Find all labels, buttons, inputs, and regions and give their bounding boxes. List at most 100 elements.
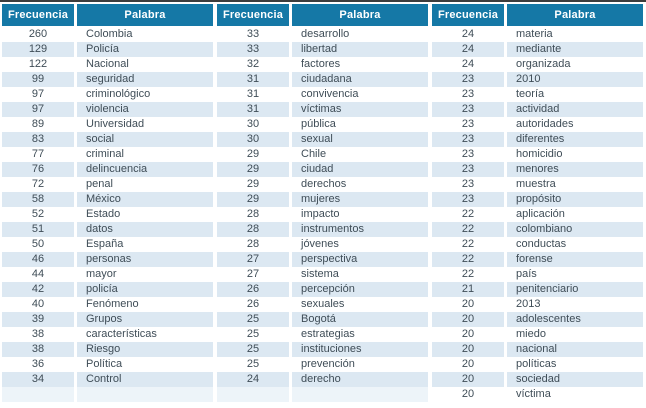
word-cell: ciudad: [292, 162, 428, 177]
table-row: 38 características: [2, 327, 213, 342]
frequency-cell: 26: [246, 298, 260, 310]
table-row: 30 pública: [217, 117, 428, 132]
word-cell: organizada: [516, 58, 571, 70]
table-row: 24 derecho: [217, 372, 428, 387]
word-cell: víctimas: [292, 102, 428, 117]
table-row: 38 Riesgo: [2, 342, 213, 357]
frequency-cell: 22: [461, 238, 475, 250]
word-column-header: Palabra: [292, 4, 428, 26]
frequency-cell: 27: [217, 252, 289, 267]
table-row: 51 datos: [2, 222, 213, 237]
word-cell: aplicación: [516, 208, 565, 220]
word-cell: diferentes: [507, 132, 643, 147]
table-row: 27 perspectiva: [217, 252, 428, 267]
word-cell: jóvenes: [301, 238, 339, 250]
word-cell: social: [77, 132, 213, 147]
table-row: 24 mediante: [432, 42, 643, 57]
word-cell: factores: [301, 58, 341, 70]
frequency-cell: 22: [432, 222, 504, 237]
frequency-cell: 28: [217, 222, 289, 237]
word-cell: mayor: [86, 268, 117, 280]
frequency-cell: 31: [217, 102, 289, 117]
table-row: 46 personas: [2, 252, 213, 267]
frequency-cell: 24: [217, 372, 289, 387]
frequency-cell: 30: [246, 118, 260, 130]
word-cell: Universidad: [86, 118, 145, 130]
table-group-1: Frecuencia Palabra 260 Colombia 129 Policía…: [2, 4, 213, 402]
frequency-column-header: Frecuencia: [2, 4, 74, 26]
table-row: 31 convivencia: [217, 87, 428, 102]
word-cell: derecho: [292, 372, 428, 387]
table-row: 33 libertad: [217, 42, 428, 57]
word-cell: miedo: [516, 328, 546, 340]
frequency-cell: 20: [461, 388, 475, 400]
word-cell: país: [516, 268, 537, 280]
word-cell: teoría: [516, 88, 545, 100]
frequency-cell: 25: [246, 328, 260, 340]
word-cell: Estado: [86, 208, 121, 220]
word-cell: mediante: [507, 42, 643, 57]
frequency-cell: 24: [461, 58, 475, 70]
frequency-cell: 50: [31, 238, 45, 250]
word-cell: instrumentos: [292, 222, 428, 237]
table-row: 25 prevención: [217, 357, 428, 372]
table-row: 58 México: [2, 192, 213, 207]
table-row: 20 políticas: [432, 357, 643, 372]
table-row: 20 2013: [432, 297, 643, 312]
table-row: 72 penal: [2, 177, 213, 192]
frequency-cell: 21: [432, 282, 504, 297]
frequency-cell: 89: [31, 118, 45, 130]
table-row: 50 España: [2, 237, 213, 252]
frequency-cell: 31: [217, 72, 289, 87]
word-cell: ciudadana: [292, 72, 428, 87]
word-cell: violencia: [77, 102, 213, 117]
frequency-cell: 83: [2, 132, 74, 147]
table-row: 22 colombiano: [432, 222, 643, 237]
frequency-cell: 51: [2, 222, 74, 237]
word-cell: delincuencia: [77, 162, 213, 177]
frequency-cell: 39: [2, 312, 74, 327]
word-cell: Chile: [301, 148, 327, 160]
frequency-cell: 20: [461, 298, 475, 310]
word-cell: libertad: [292, 42, 428, 57]
word-cell: actividad: [507, 102, 643, 117]
table-row: 27 sistema: [217, 267, 428, 282]
frequency-cell: 23: [432, 102, 504, 117]
word-cell: desarrollo: [301, 28, 350, 40]
table-row: 34 Control: [2, 372, 213, 387]
frequency-cell: 97: [2, 102, 74, 117]
frequency-cell: 42: [2, 282, 74, 297]
word-cell: Colombia: [86, 28, 133, 40]
table-row: 20 sociedad: [432, 372, 643, 387]
word-column-header: Palabra: [507, 4, 643, 26]
table-row: 40 Fenómeno: [2, 297, 213, 312]
word-cell: colombiano: [507, 222, 643, 237]
table-row: 23 propósito: [432, 192, 643, 207]
frequency-cell: 33: [246, 28, 260, 40]
word-cell: sexual: [292, 132, 428, 147]
table-row: 97 violencia: [2, 102, 213, 117]
table-row: [2, 387, 213, 402]
frequency-cell: 34: [2, 372, 74, 387]
frequency-cell: 28: [246, 238, 260, 250]
word-cell: penal: [86, 178, 113, 190]
frequency-cell: 23: [461, 118, 475, 130]
word-cell: 2013: [516, 298, 541, 310]
word-cell: nacional: [507, 342, 643, 357]
table-row: 24 materia: [432, 27, 643, 42]
word-cell: muestra: [516, 178, 556, 190]
word-cell: conductas: [516, 238, 567, 250]
word-cell: perspectiva: [292, 252, 428, 267]
table-row: 28 instrumentos: [217, 222, 428, 237]
frequency-column-header: Frecuencia: [432, 4, 504, 26]
table-body: 260 Colombia 129 Policía 122 Nacional 99 seguri…: [2, 27, 213, 402]
word-cell: derechos: [301, 178, 347, 190]
table-header-row: Frecuencia Palabra: [217, 4, 428, 26]
word-cell: instituciones: [292, 342, 428, 357]
word-cell: forense: [507, 252, 643, 267]
frequency-cell: 27: [246, 268, 260, 280]
word-cell: sociedad: [507, 372, 643, 387]
table-row: 26 percepción: [217, 282, 428, 297]
table-row: 52 Estado: [2, 207, 213, 222]
